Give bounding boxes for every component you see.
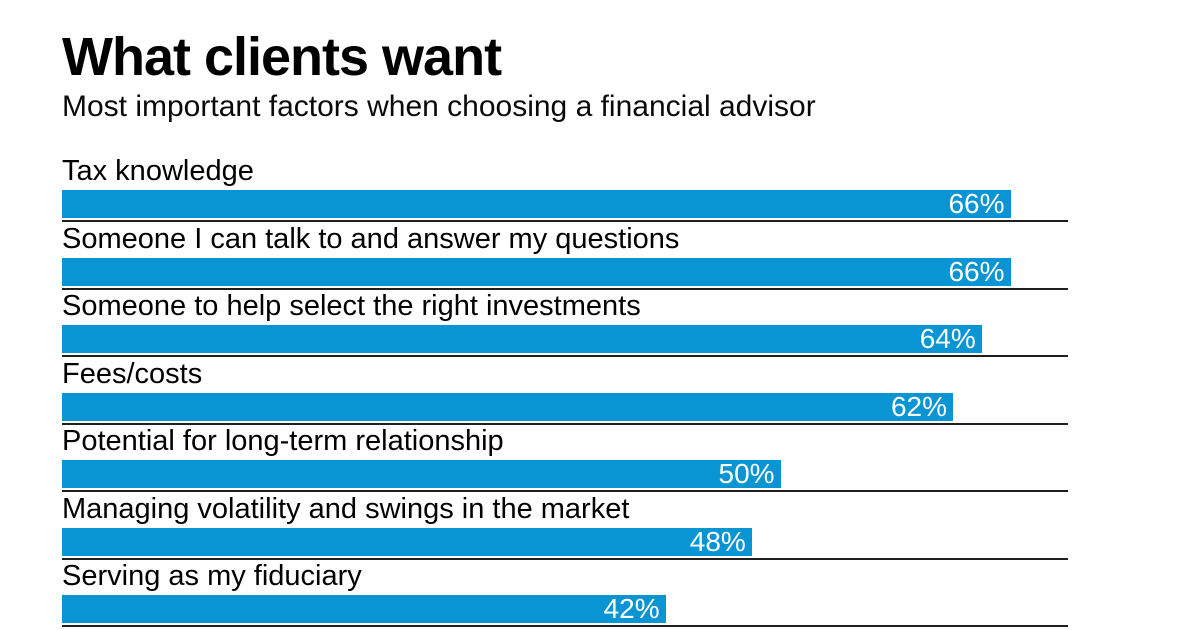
bar-value-label: 66% <box>948 255 1005 287</box>
chart-subtitle: Most important factors when choosing a f… <box>62 90 816 123</box>
bar-baseline <box>62 422 1068 425</box>
bar-row: Fees/costs 62% <box>62 357 1068 427</box>
bar-track: 66% <box>62 190 1068 222</box>
bar-value-label: 48% <box>689 525 746 557</box>
bar-row: Managing volatility and swings in the ma… <box>62 492 1068 562</box>
bar-baseline <box>62 625 1068 627</box>
bar-row: Potential for long-term relationship 50% <box>62 426 1068 494</box>
bar-track: 64% <box>62 325 1068 357</box>
bar: 62% <box>62 390 954 422</box>
bar-value-label: 66% <box>948 188 1005 219</box>
bar-category-label: Tax knowledge <box>62 155 254 187</box>
bar-baseline <box>62 287 1068 290</box>
bar-value-label: 50% <box>718 458 775 489</box>
bar-track: 66% <box>62 255 1068 290</box>
bar-baseline <box>62 355 1068 357</box>
bar-row: Someone to help select the right investm… <box>62 291 1068 359</box>
bar-baseline <box>62 557 1068 560</box>
bar-track: 62% <box>62 390 1068 425</box>
bar-track: 48% <box>62 525 1068 560</box>
bar: 66% <box>62 190 1011 218</box>
bar-baseline <box>62 490 1068 492</box>
bar-category-label: Serving as my fiduciary <box>62 560 362 592</box>
bar-track: 50% <box>62 460 1068 492</box>
bar: 50% <box>62 460 781 488</box>
chart-title: What clients want <box>62 27 502 87</box>
bar-chart: Tax knowledge 66% Someone I can talk to … <box>62 156 1068 629</box>
bar-baseline <box>62 220 1068 222</box>
bar: 66% <box>62 255 1011 287</box>
bar-value-label: 62% <box>890 390 948 422</box>
bar-category-label: Managing volatility and swings in the ma… <box>62 492 630 525</box>
bar-category-label: Someone to help select the right investm… <box>62 290 641 322</box>
bar: 64% <box>62 325 982 353</box>
bar-value-label: 42% <box>603 593 660 624</box>
bar: 48% <box>62 525 752 557</box>
bar: 42% <box>62 595 666 623</box>
bar-category-label: Potential for long-term relationship <box>62 425 504 457</box>
bar-row: Tax knowledge 66% <box>62 156 1068 224</box>
bar-category-label: Fees/costs <box>62 357 203 390</box>
bar-category-label: Someone I can talk to and answer my ques… <box>62 222 680 255</box>
bar-row: Serving as my fiduciary 42% <box>62 561 1068 629</box>
bar-row: Someone I can talk to and answer my ques… <box>62 222 1068 292</box>
bar-track: 42% <box>62 595 1068 627</box>
bar-value-label: 64% <box>919 323 976 354</box>
